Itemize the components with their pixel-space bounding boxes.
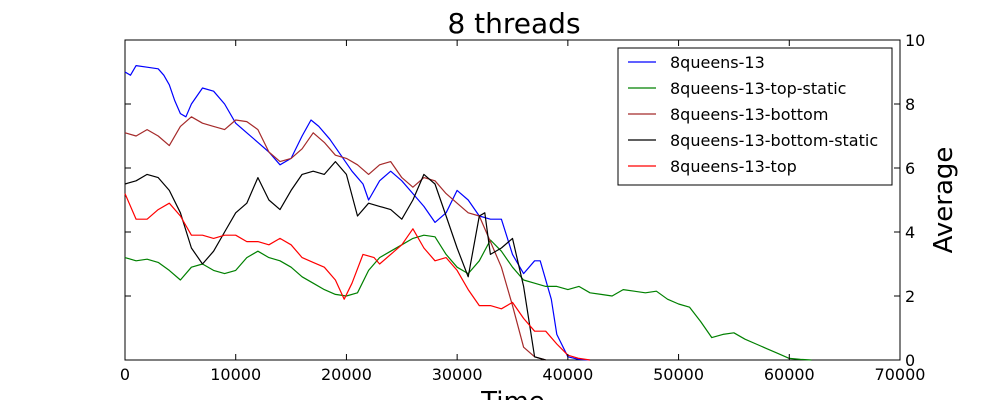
y-axis-label: Average bbox=[929, 147, 959, 254]
legend-label: 8queens-13 bbox=[670, 53, 765, 72]
series-line-8queens-13-top-static bbox=[124, 234, 812, 361]
y-tick-label: 2 bbox=[905, 287, 915, 306]
plot-frame bbox=[124, 39, 901, 361]
legend-label: 8queens-13-bottom-static bbox=[670, 131, 878, 150]
legend-label: 8queens-13-top-static bbox=[670, 79, 846, 98]
legend: 8queens-13 8queens-13-top-static 8queens-1… bbox=[617, 47, 893, 186]
x-tick-label: 40000 bbox=[542, 365, 593, 384]
series-line-8queens-13-bottom bbox=[124, 116, 546, 361]
x-tick-label: 70000 bbox=[875, 365, 926, 384]
series-line-8queens-13 bbox=[124, 65, 591, 361]
x-tick-label: 50000 bbox=[653, 365, 704, 384]
legend-box bbox=[617, 47, 893, 186]
x-tick-label: 10000 bbox=[210, 365, 261, 384]
legend-items: 8queens-13 8queens-13-top-static 8queens-1… bbox=[628, 53, 878, 176]
y-tick-label: 4 bbox=[905, 223, 915, 242]
y-tick-label: 10 bbox=[905, 31, 925, 50]
x-tick-label: 30000 bbox=[432, 365, 483, 384]
y-axis-right: 0 2 4 6 8 10 bbox=[125, 31, 925, 370]
x-tick-label: 60000 bbox=[764, 365, 815, 384]
y-tick-label: 0 bbox=[905, 351, 915, 370]
x-tick-label: 20000 bbox=[321, 365, 372, 384]
x-tick-label: 0 bbox=[120, 365, 130, 384]
series-line-8queens-13-top bbox=[124, 193, 591, 361]
chart-title: 8 threads bbox=[447, 7, 580, 40]
plot-area bbox=[124, 39, 901, 361]
legend-label: 8queens-13-top bbox=[670, 157, 797, 176]
x-axis-label: Time bbox=[480, 387, 545, 400]
series-line-8queens-13-bottom-static bbox=[124, 161, 546, 361]
legend-label: 8queens-13-bottom bbox=[670, 105, 828, 124]
y-tick-label: 6 bbox=[905, 159, 915, 178]
y-tick-label: 8 bbox=[905, 95, 915, 114]
x-axis: 0 10000 20000 30000 40000 50000 60000 70000 bbox=[120, 40, 926, 384]
series-layer bbox=[124, 65, 812, 361]
